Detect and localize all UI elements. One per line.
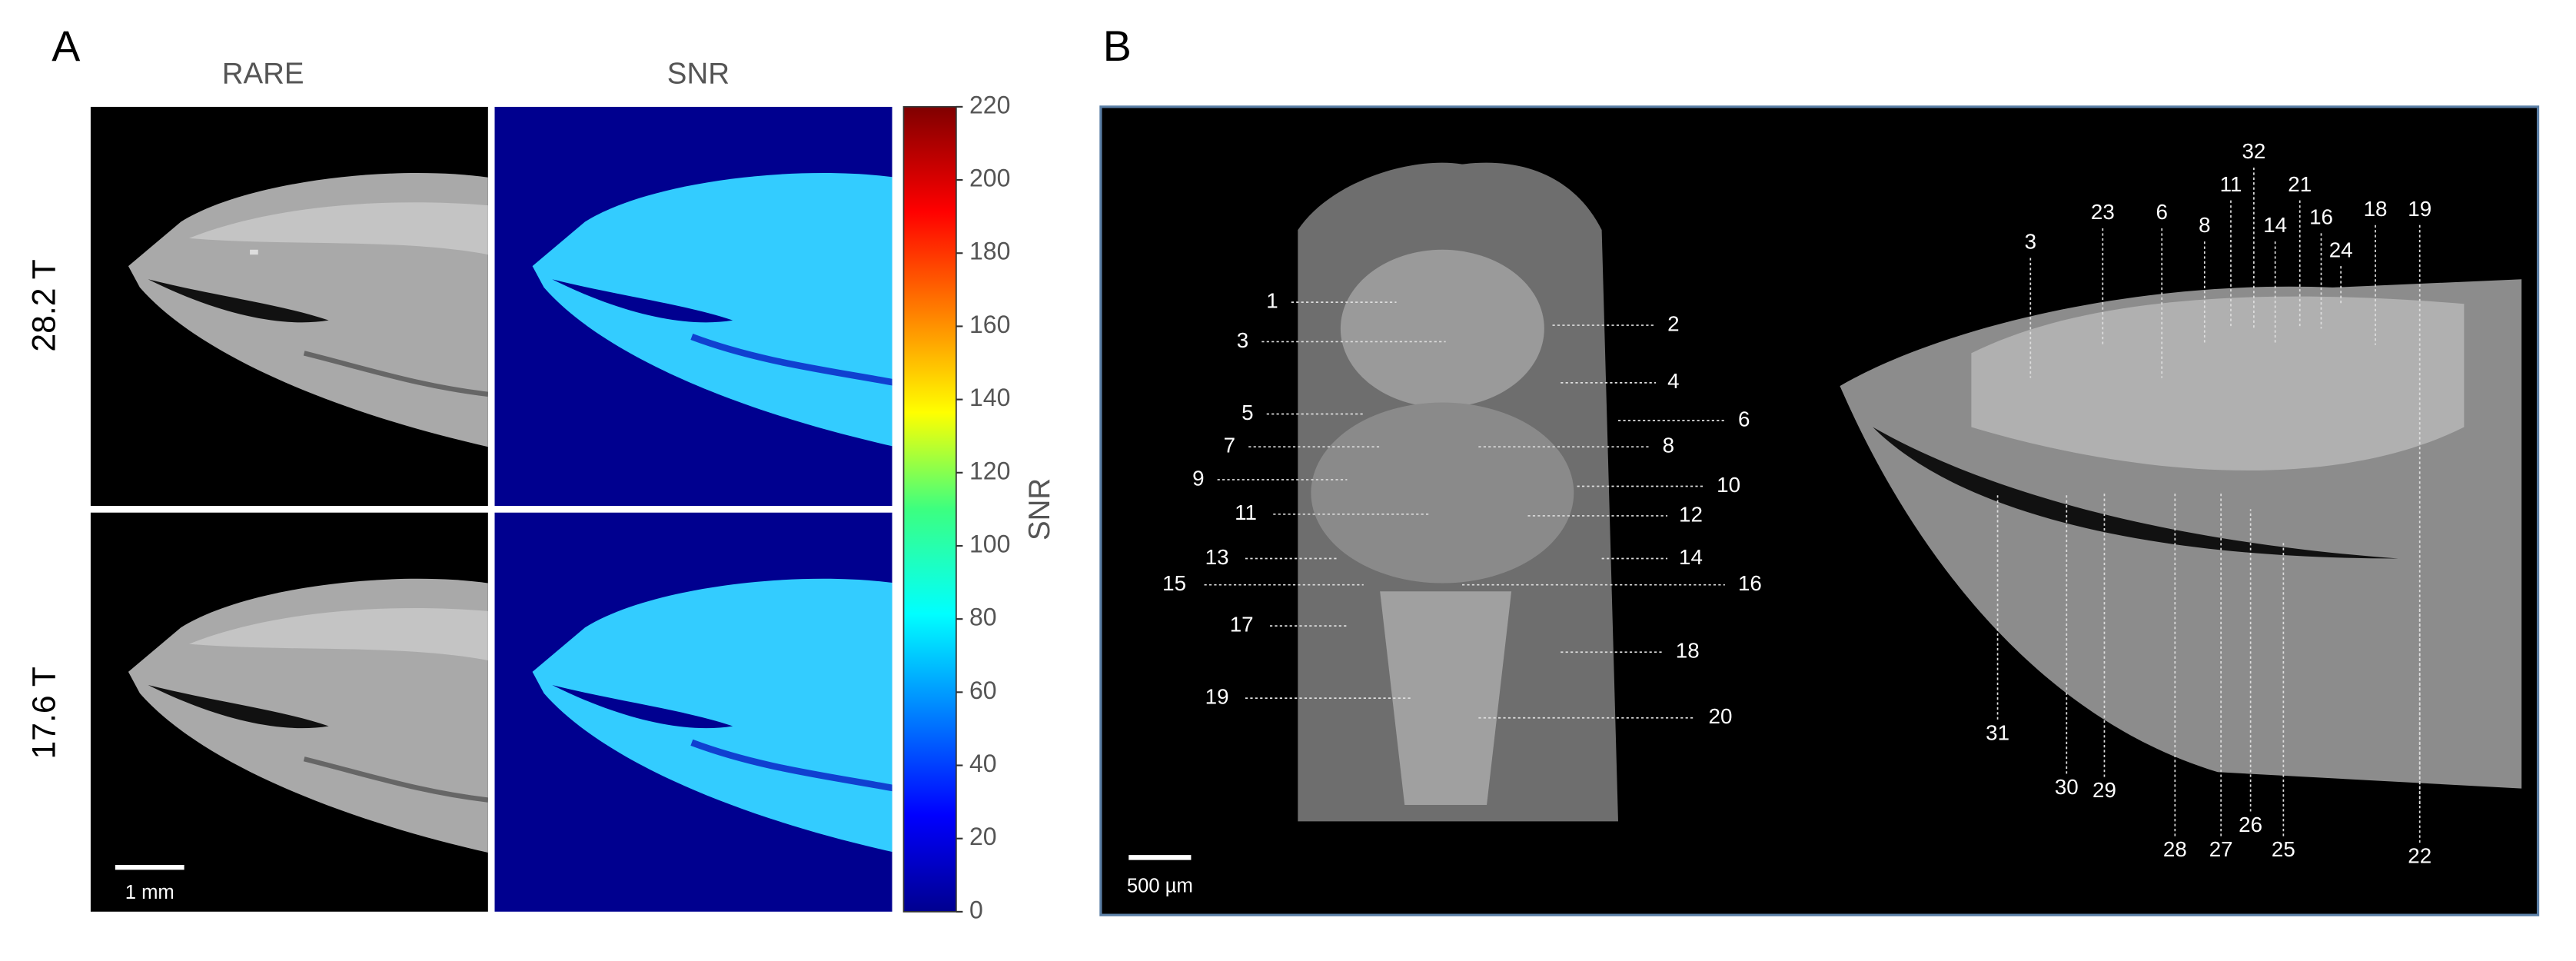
colorbar-tick-label: 60 [969,677,997,704]
structure-label: 8 [1663,434,1674,457]
colorbar-tick-label: 140 [969,384,1010,411]
structure-label: 4 [1667,369,1679,393]
snr-image [494,513,895,912]
coronal-structure [1311,402,1574,584]
structure-label: 3 [2025,230,2036,254]
structure-label: 15 [1162,571,1186,595]
structure-label: 16 [2309,205,2333,229]
structure-label: 23 [2091,200,2115,224]
colorbar-tick-label: 100 [969,530,1010,557]
coronal-structure [1340,249,1544,407]
structure-label: 14 [1679,545,1703,569]
row-title: 17.6 T [25,667,62,759]
structure-label: 2 [1667,311,1679,335]
scale-bar-label: 1 mm [125,882,175,903]
structure-label: 30 [2055,775,2079,799]
colorbar-tick-label: 160 [969,311,1010,338]
structure-label: 24 [2329,238,2353,261]
structure-label: 22 [2408,844,2431,868]
structure-label: 32 [2242,139,2265,163]
colorbar-tick-label: 200 [969,165,1010,192]
snr-image [494,107,895,506]
structure-label: 14 [2263,213,2287,237]
panel-label: A [52,22,80,70]
structure-label: 20 [1709,704,1733,728]
colorbar-ticks: 0 20 40 60 80 100 120 140 160 180 200 220 [956,91,1010,923]
colorbar-title: SNR [1023,478,1056,540]
structure-label: 18 [2364,197,2388,221]
structure-label: 10 [1717,473,1740,497]
column-title: SNR [667,57,730,90]
structure-label: 11 [2220,172,2242,196]
sagittal-structure [1971,296,2465,471]
structure-label: 3 [1237,328,1248,352]
structure-label: 5 [1241,401,1253,424]
structure-label: 27 [2209,837,2233,861]
colorbar [902,106,957,913]
rare-image [91,513,488,912]
colorbar-tick-label: 120 [969,457,1010,484]
structure-label: 17 [1230,612,1254,636]
snr-image [494,513,895,912]
column-title: RARE [222,57,304,90]
sagittal-structure [1873,427,2398,559]
structure-label: 8 [2199,213,2210,237]
snr-image [494,107,895,506]
structure-label: 21 [2288,172,2312,196]
structure-label: 9 [1192,466,1204,490]
structure-label: 25 [2272,837,2295,861]
structure-label: 19 [2408,197,2431,221]
structure-label: 6 [1738,407,1750,431]
structure-label: 11 [1235,500,1257,524]
rare-image [91,107,488,506]
coronal-structure [1380,591,1512,806]
panel-label: B [1103,22,1132,70]
structure-label: 6 [2156,200,2168,224]
structure-label: 16 [1738,571,1762,595]
structure-label: 19 [1205,684,1229,708]
colorbar-tick-label: 20 [969,823,997,850]
colorbar-tick-label: 0 [969,896,983,923]
structure-label: 31 [1986,720,2009,744]
colorbar-tick-label: 40 [969,750,997,777]
structure-label: 28 [2163,837,2187,861]
colorbar-tick-label: 180 [969,238,1010,265]
structure-label: 18 [1676,639,1700,663]
structure-label: 26 [2239,813,2262,836]
tissue-detail [250,249,258,255]
scale-bar-label: 500 µm [1127,876,1193,897]
structure-label: 29 [2092,778,2116,802]
colorbar-tick-label: 80 [969,604,997,631]
row-title: 28.2 T [25,259,62,351]
structure-label: 1 [1266,288,1278,312]
structure-label: 13 [1205,545,1229,569]
structure-label: 12 [1679,502,1703,526]
structure-label: 7 [1224,434,1235,457]
colorbar-tick-label: 220 [969,91,1010,118]
